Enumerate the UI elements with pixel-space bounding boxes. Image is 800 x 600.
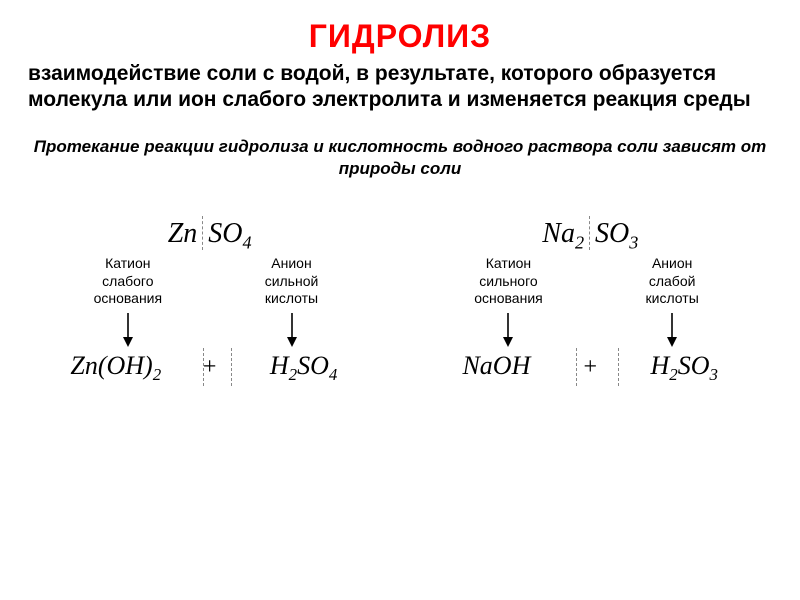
formula-divider-2 [589, 216, 590, 250]
product-divider-2b [618, 348, 619, 386]
anion-label-2: Анион слабой кислоты [590, 255, 754, 308]
arrow-down-icon [46, 312, 210, 348]
labels-row-1: Катион слабого основания Анион сильной к… [34, 255, 385, 308]
plus-sign-1: + [196, 354, 223, 381]
products-row-1: Zn(OH)2 + H2SO4 [34, 348, 385, 388]
example-2: Na2 SO3 Катион сильного основания Анион … [415, 213, 766, 388]
page-title: ГИДРОЛИЗ [28, 18, 772, 55]
product-divider-1a [203, 348, 204, 386]
product-divider-1b [231, 348, 232, 386]
arrows-row-1 [34, 312, 385, 348]
product-acid-2: H2SO3 [613, 351, 756, 385]
arrows-row-2 [415, 312, 766, 348]
examples-container: Zn SO4 Катион слабого основания Анион си… [28, 213, 772, 388]
formula-divider-1 [202, 216, 203, 250]
cation-label-1: Катион слабого основания [46, 255, 210, 308]
products-row-2: NaOH + H2SO3 [415, 348, 766, 388]
salt-cation-2: Na2 [542, 218, 584, 254]
product-acid-1: H2SO4 [232, 351, 375, 385]
cation-label-2: Катион сильного основания [427, 255, 591, 308]
example-1: Zn SO4 Катион слабого основания Анион си… [34, 213, 385, 388]
salt-anion-2: SO3 [595, 218, 638, 254]
definition-text: взаимодействие соли с водой, в результат… [28, 61, 772, 114]
labels-row-2: Катион сильного основания Анион слабой к… [415, 255, 766, 308]
salt-formula-2: Na2 SO3 [542, 213, 638, 253]
arrow-down-icon [210, 312, 374, 348]
arrow-down-icon [427, 312, 591, 348]
product-divider-2a [576, 348, 577, 386]
salt-cation-1: Zn [168, 218, 198, 254]
salt-formula-1: Zn SO4 [168, 213, 252, 253]
subheading-text: Протекание реакции гидролиза и кислотнос… [28, 136, 772, 182]
product-base-2: NaOH [425, 351, 568, 385]
arrow-down-icon [590, 312, 754, 348]
plus-sign-2: + [577, 354, 604, 381]
salt-anion-1: SO4 [208, 218, 251, 254]
product-base-1: Zn(OH)2 [45, 351, 188, 385]
anion-label-1: Анион сильной кислоты [210, 255, 374, 308]
